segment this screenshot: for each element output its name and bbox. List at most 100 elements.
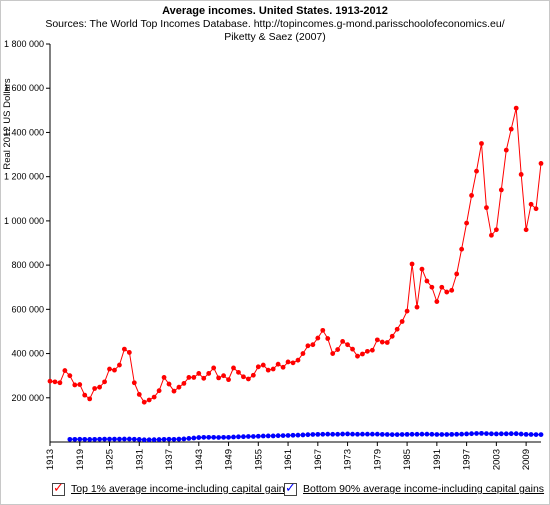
data-point-top1 xyxy=(196,371,202,376)
data-point-bottom90 xyxy=(350,431,355,437)
data-point-bottom90 xyxy=(469,431,474,437)
data-point-bottom90 xyxy=(236,434,241,440)
data-point-bottom90 xyxy=(206,434,212,440)
data-point-top1 xyxy=(320,327,326,333)
x-tick-label: 1985 xyxy=(402,449,413,470)
data-point-bottom90 xyxy=(399,432,405,437)
y-tick-label: 400 000 xyxy=(11,349,44,359)
data-point-bottom90 xyxy=(429,431,435,437)
data-point-top1 xyxy=(355,353,360,359)
data-point-bottom90 xyxy=(126,436,132,442)
data-point-top1 xyxy=(295,357,301,363)
data-point-top1 xyxy=(176,384,182,390)
y-tick-label: 1 800 000 xyxy=(4,39,44,49)
data-point-top1 xyxy=(493,227,499,233)
legend-checkbox-bottom90[interactable]: ✓ xyxy=(284,480,297,496)
x-tick-label: 2003 xyxy=(491,449,502,470)
x-tick-label: 1997 xyxy=(462,449,473,470)
data-point-bottom90 xyxy=(136,437,142,442)
data-point-top1 xyxy=(275,361,281,367)
data-point-bottom90 xyxy=(191,435,197,441)
data-point-top1 xyxy=(508,126,514,132)
data-point-bottom90 xyxy=(270,433,276,439)
y-tick-label: 600 000 xyxy=(11,304,44,314)
data-point-top1 xyxy=(538,161,544,166)
legend-item-top1[interactable]: ✓ Top 1% average income-including capita… xyxy=(52,479,290,497)
data-point-top1 xyxy=(280,364,286,370)
data-point-top1 xyxy=(201,375,207,381)
data-point-bottom90 xyxy=(67,436,73,442)
data-point-top1 xyxy=(518,172,524,177)
data-point-bottom90 xyxy=(513,431,519,437)
data-point-bottom90 xyxy=(82,436,88,442)
data-point-top1 xyxy=(419,266,425,272)
data-point-top1 xyxy=(166,381,172,387)
data-point-bottom90 xyxy=(176,436,182,442)
data-point-top1 xyxy=(404,308,410,314)
data-point-bottom90 xyxy=(320,431,326,437)
data-point-bottom90 xyxy=(360,431,365,437)
data-point-top1 xyxy=(513,105,519,111)
data-point-bottom90 xyxy=(330,431,336,437)
data-point-top1 xyxy=(439,284,445,290)
data-point-top1 xyxy=(374,337,380,343)
data-point-bottom90 xyxy=(345,431,350,437)
y-tick-label: 200 000 xyxy=(11,393,44,403)
data-point-bottom90 xyxy=(384,432,390,437)
data-point-bottom90 xyxy=(285,433,291,438)
data-point-top1 xyxy=(340,338,346,344)
data-point-top1 xyxy=(87,396,93,402)
data-point-top1 xyxy=(503,147,509,153)
data-point-top1 xyxy=(315,335,321,341)
data-point-bottom90 xyxy=(280,433,286,438)
x-tick-label: 1913 xyxy=(45,449,56,470)
data-point-bottom90 xyxy=(335,431,341,437)
data-point-top1 xyxy=(57,380,63,386)
x-tick-label: 2009 xyxy=(521,449,532,470)
data-point-bottom90 xyxy=(87,437,93,442)
data-point-top1 xyxy=(409,261,415,267)
data-point-top1 xyxy=(146,397,152,403)
data-point-bottom90 xyxy=(295,432,301,438)
data-point-bottom90 xyxy=(241,434,246,440)
data-point-bottom90 xyxy=(434,432,440,437)
data-point-top1 xyxy=(389,333,395,339)
data-point-top1 xyxy=(379,339,385,345)
legend-label-top1[interactable]: Top 1% average income-including capital … xyxy=(71,483,290,495)
data-point-bottom90 xyxy=(523,431,529,437)
data-point-top1 xyxy=(67,373,73,379)
data-point-top1 xyxy=(484,205,489,211)
check-icon: ✓ xyxy=(53,479,64,495)
data-point-bottom90 xyxy=(484,431,489,436)
legend-label-bottom90[interactable]: Bottom 90% average income-including capi… xyxy=(303,483,545,495)
data-point-bottom90 xyxy=(112,436,117,442)
data-point-top1 xyxy=(330,351,336,356)
y-tick-label: 1 600 000 xyxy=(4,83,44,93)
data-point-bottom90 xyxy=(528,432,534,437)
x-tick-label: 1925 xyxy=(105,449,116,470)
data-point-bottom90 xyxy=(221,434,226,440)
data-point-bottom90 xyxy=(171,436,177,442)
data-point-top1 xyxy=(97,384,102,390)
data-point-bottom90 xyxy=(250,434,256,439)
legend-item-bottom90[interactable]: ✓ Bottom 90% average income-including ca… xyxy=(284,480,545,497)
data-point-top1 xyxy=(250,372,256,378)
data-point-top1 xyxy=(126,350,132,355)
legend-checkbox-top1[interactable]: ✓ xyxy=(52,479,65,496)
data-point-top1 xyxy=(216,375,222,381)
data-point-top1 xyxy=(369,347,375,353)
data-point-top1 xyxy=(226,377,231,383)
data-point-bottom90 xyxy=(503,431,509,437)
data-point-bottom90 xyxy=(181,436,187,442)
data-point-bottom90 xyxy=(424,431,430,437)
data-point-bottom90 xyxy=(538,432,544,437)
data-point-bottom90 xyxy=(290,432,296,438)
x-tick-label: 1955 xyxy=(253,449,264,470)
data-point-bottom90 xyxy=(414,431,420,437)
data-point-bottom90 xyxy=(404,431,410,437)
data-point-top1 xyxy=(350,346,355,352)
data-point-bottom90 xyxy=(265,433,271,439)
data-point-top1 xyxy=(469,193,474,198)
data-point-bottom90 xyxy=(518,431,524,437)
x-tick-label: 1967 xyxy=(313,449,324,470)
